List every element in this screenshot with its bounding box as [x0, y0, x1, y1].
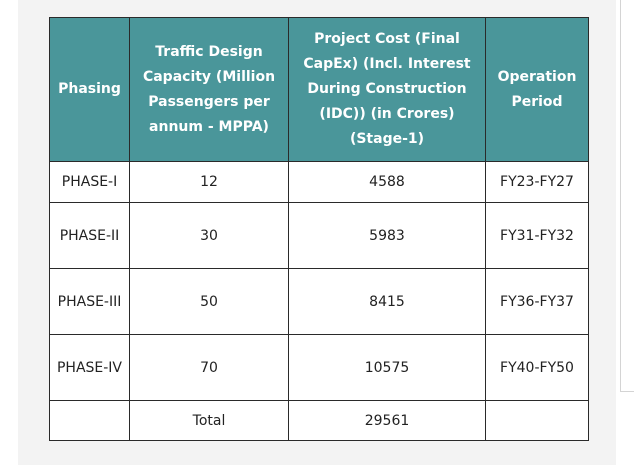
- table-row: PHASE-III 50 8415 FY36-FY37: [49, 268, 589, 335]
- total-row: Total 29561: [49, 400, 589, 441]
- phasing-table: Phasing Traffic Design Capacity (Million…: [49, 17, 589, 441]
- cell-phasing: PHASE-IV: [49, 334, 130, 401]
- cell-cost: 5983: [288, 202, 486, 269]
- table-row: PHASE-II 30 5983 FY31-FY32: [49, 202, 589, 269]
- total-cost: 29561: [288, 400, 486, 441]
- cell-phasing: PHASE-I: [49, 161, 130, 203]
- header-capacity: Traffic Design Capacity (Million Passeng…: [129, 17, 289, 162]
- table-row: PHASE-I 12 4588 FY23-FY27: [49, 161, 589, 203]
- cell-capacity: 50: [129, 268, 289, 335]
- cell-period: FY23-FY27: [485, 161, 589, 203]
- total-label: Total: [129, 400, 289, 441]
- table-row: PHASE-IV 70 10575 FY40-FY50: [49, 334, 589, 401]
- header-phasing: Phasing: [49, 17, 130, 162]
- cell-capacity: 70: [129, 334, 289, 401]
- cell-cost: 8415: [288, 268, 486, 335]
- cell-period: FY31-FY32: [485, 202, 589, 269]
- side-panel-edge: [620, 0, 634, 392]
- cell-capacity: 12: [129, 161, 289, 203]
- cell-cost: 4588: [288, 161, 486, 203]
- cell-capacity: 30: [129, 202, 289, 269]
- header-operation-period: Operation Period: [485, 17, 589, 162]
- cell-period: FY40-FY50: [485, 334, 589, 401]
- table-header-row: Phasing Traffic Design Capacity (Million…: [49, 17, 589, 162]
- cell-phasing: [49, 400, 130, 441]
- cell-phasing: PHASE-III: [49, 268, 130, 335]
- header-project-cost: Project Cost (Final CapEx) (Incl. Intere…: [288, 17, 486, 162]
- cell-cost: 10575: [288, 334, 486, 401]
- cell-period: FY36-FY37: [485, 268, 589, 335]
- cell-period: [485, 400, 589, 441]
- cell-phasing: PHASE-II: [49, 202, 130, 269]
